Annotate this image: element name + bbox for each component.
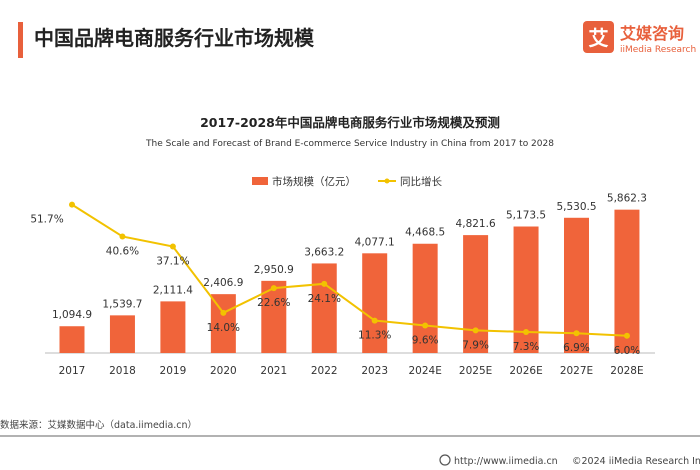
bar: [463, 235, 489, 353]
title-accent-bar: [18, 22, 23, 58]
bar-value-label: 5,530.5: [556, 201, 596, 213]
growth-point: [422, 322, 429, 329]
logo-glyph: 艾: [589, 26, 609, 50]
legend-bar-swatch: [252, 177, 268, 185]
growth-point: [573, 330, 580, 337]
growth-line: [71, 203, 628, 337]
growth-value-label: 37.1%: [156, 256, 189, 268]
bar-value-label: 5,173.5: [506, 210, 546, 222]
x-tick-label: 2028E: [610, 365, 643, 377]
growth-value-label: 6.0%: [614, 345, 641, 357]
bar-value-label: 1,539.7: [102, 298, 142, 310]
bar: [614, 209, 640, 353]
legend-bar-label: 市场规模（亿元）: [272, 175, 356, 188]
globe-icon: [439, 454, 451, 466]
growth-value-label: 24.1%: [308, 293, 341, 305]
bar-value-label: 4,077.1: [355, 236, 395, 248]
logo: 艾 艾媒咨询 iiMedia Research: [583, 21, 696, 55]
growth-point: [169, 243, 176, 250]
x-tick-label: 2017: [59, 365, 86, 377]
growth-value-label: 9.6%: [412, 334, 439, 346]
bar-value-label: 5,862.3: [607, 193, 647, 205]
legend: 市场规模（亿元） 同比增长: [252, 175, 442, 188]
bar-value-label: 3,663.2: [304, 246, 344, 258]
footer-url[interactable]: http://www.iimedia.cn: [454, 456, 558, 467]
x-tick-label: 2021: [260, 365, 287, 377]
legend-line-marker: [384, 178, 390, 184]
growth-point: [220, 309, 227, 316]
growth-point: [371, 317, 378, 324]
growth-value-label: 22.6%: [257, 297, 290, 309]
growth-point: [472, 327, 479, 334]
growth-point: [523, 329, 530, 336]
growth-value-label: 14.0%: [207, 322, 240, 334]
x-tick-label: 2022: [311, 365, 338, 377]
growth-value-label: 51.7%: [30, 214, 63, 226]
bar-value-label: 4,468.5: [405, 227, 445, 239]
bar: [109, 315, 135, 353]
bar: [362, 253, 388, 353]
growth-value-label: 40.6%: [106, 245, 139, 257]
growth-point: [119, 233, 126, 240]
growth-value-label: 11.3%: [358, 330, 391, 342]
bar: [311, 263, 337, 353]
x-tick-label: 2018: [109, 365, 136, 377]
page-title: 中国品牌电商服务行业市场规模: [34, 26, 315, 50]
x-tick-label: 2027E: [560, 365, 593, 377]
x-tick-label: 2026E: [509, 365, 542, 377]
bar: [160, 301, 186, 353]
bar-value-label: 2,406.9: [203, 277, 243, 289]
growth-point: [270, 285, 277, 292]
logo-en: iiMedia Research: [620, 45, 696, 55]
growth-value-label: 7.3%: [513, 341, 540, 353]
legend-line-label: 同比增长: [400, 175, 442, 188]
bar: [59, 326, 85, 353]
growth-point: [321, 280, 328, 287]
footer-copyright: ©2024 iiMedia Research Inc: [572, 456, 700, 467]
x-tick-label: 2025E: [459, 365, 492, 377]
bar: [210, 294, 236, 353]
growth-value-label: 6.9%: [563, 342, 590, 354]
growth-point: [69, 201, 75, 208]
growth-value-label: 7.9%: [462, 339, 489, 351]
x-tick-label: 2019: [160, 365, 187, 377]
bar-value-label: 2,111.4: [153, 284, 193, 296]
x-tick-label: 2023: [361, 365, 388, 377]
bar-value-label: 1,094.9: [52, 309, 92, 321]
logo-mark: [583, 21, 614, 53]
source-note: 数据来源：艾媒数据中心（data.iimedia.cn）: [0, 419, 197, 431]
chart-title: 2017-2028年中国品牌电商服务行业市场规模及预测: [200, 115, 500, 130]
logo-cn: 艾媒咨询: [620, 24, 684, 43]
x-tick-label: 2024E: [408, 365, 441, 377]
bar: [412, 243, 438, 353]
chart-subtitle: The Scale and Forecast of Brand E-commer…: [145, 139, 554, 149]
bar-value-label: 4,821.6: [456, 218, 496, 230]
bar-value-label: 2,950.9: [254, 264, 294, 276]
growth-point: [623, 332, 630, 339]
x-tick-label: 2020: [210, 365, 237, 377]
